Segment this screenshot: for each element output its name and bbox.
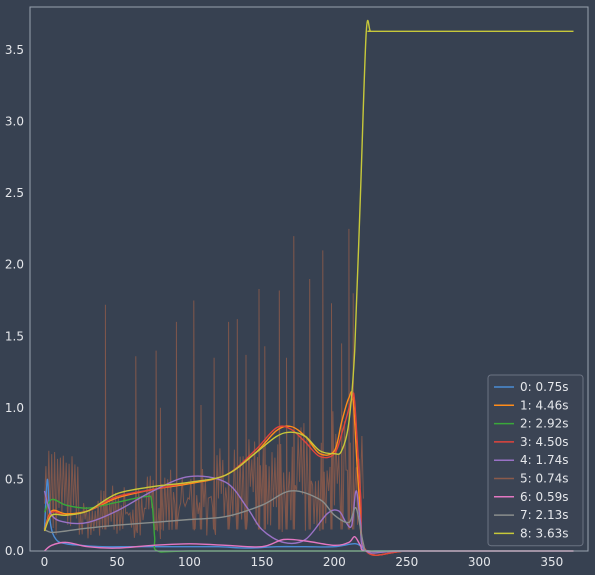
plot-frame [29,6,589,552]
x-tick-label: 350 [540,555,563,569]
x-tick-label: 50 [109,555,124,569]
y-tick-label: 2.0 [5,258,24,272]
x-tick-label: 200 [323,555,346,569]
noise-series-line [44,228,364,540]
y-tick-label: 2.5 [5,186,24,200]
legend-entry: 4: 1.74s [520,453,568,467]
series-layer [43,19,574,556]
legend: 0: 0.75s 1: 4.46s 2: 2.92s 3: 4.50s 4: 1.74s… [487,374,584,547]
x-tick-label: 250 [395,555,418,569]
y-tick-label: 3.5 [5,43,24,57]
y-axis: 0.0 0.5 1.0 1.5 2.0 2.5 3.0 3.5 [5,43,24,558]
legend-entry: 1: 4.46s [520,398,568,412]
series-line-6 [44,536,574,553]
x-tick-label: 100 [178,555,201,569]
series-line-4 [43,475,574,554]
x-tick-label: 150 [250,555,273,569]
legend-entry: 8: 3.63s [520,526,568,540]
y-tick-label: 1.5 [5,329,24,343]
legend-entry: 2: 2.92s [520,417,568,431]
y-tick-label: 0.5 [5,472,24,486]
series-line-8 [43,19,574,532]
y-tick-label: 0.0 [5,544,24,558]
x-tick-label: 300 [468,555,491,569]
y-tick-label: 3.0 [5,115,24,129]
series-line-7 [44,490,574,553]
legend-entry: 0: 0.75s [520,380,568,394]
y-tick-label: 1.0 [5,401,24,415]
legend-entry: 7: 2.13s [520,508,568,522]
x-tick-label: 0 [41,555,49,569]
legend-entry: 6: 0.59s [520,490,568,504]
legend-entry: 3: 4.50s [520,435,568,449]
noise-layer [44,228,364,540]
legend-entry: 5: 0.74s [520,472,568,486]
legend-box [487,374,584,547]
x-axis: 0 50 100 150 200 250 300 350 [41,555,564,569]
